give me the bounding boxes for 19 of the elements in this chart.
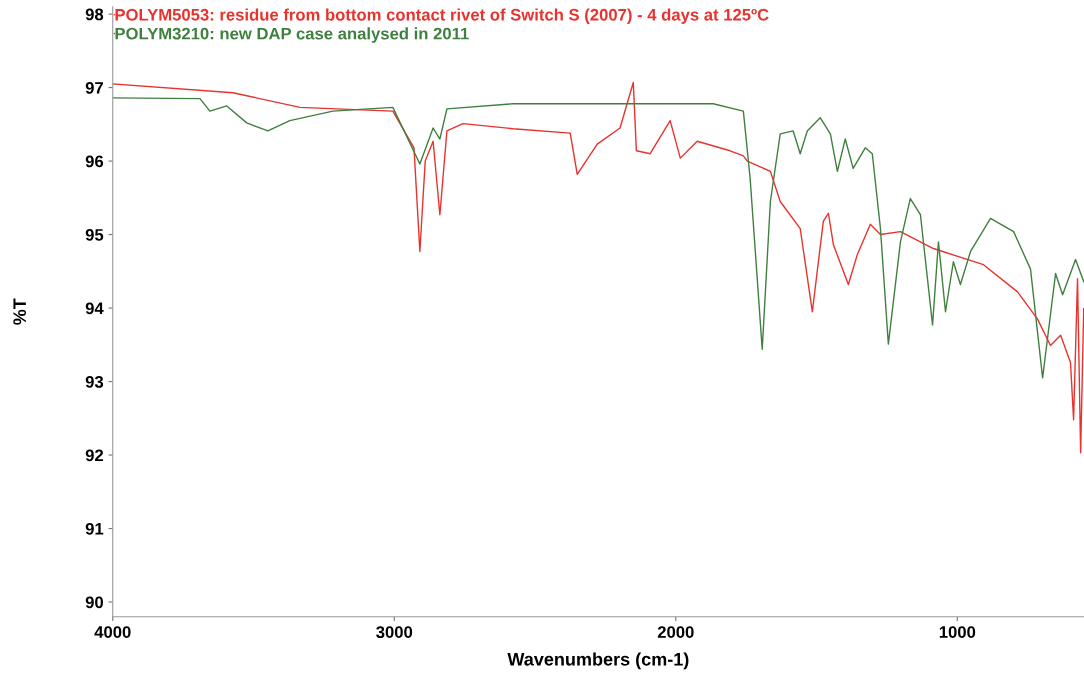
y-tick-label: 91 xyxy=(85,522,104,535)
y-tick-label: 94 xyxy=(85,302,104,315)
y-tick-label: 92 xyxy=(85,449,104,462)
legend-label: POLYM3210: new DAP case analysed in 2011 xyxy=(115,27,469,43)
x-tick-label: 1000 xyxy=(939,626,976,638)
y-tick-label: 93 xyxy=(85,375,104,388)
y-tick-label: 97 xyxy=(85,81,103,94)
x-axis-title: Wavenumbers (cm-1) xyxy=(507,652,689,670)
y-axis-title: %T xyxy=(13,298,27,325)
y-tick-label: 98 xyxy=(85,8,104,21)
legend-label: POLYM5053: residue from bottom contact rivet of Switch S (2007) - 4 days at 125ºC xyxy=(115,8,769,24)
line-series xyxy=(112,81,1084,454)
line-series xyxy=(112,97,1084,379)
y-tick-label: 90 xyxy=(85,596,104,609)
y-tick-label: 96 xyxy=(85,155,104,168)
x-tick-label: 3000 xyxy=(376,626,413,638)
x-tick-label: 2000 xyxy=(657,626,694,638)
x-tick-label: 4000 xyxy=(94,626,131,638)
y-tick-label: 95 xyxy=(85,228,104,241)
